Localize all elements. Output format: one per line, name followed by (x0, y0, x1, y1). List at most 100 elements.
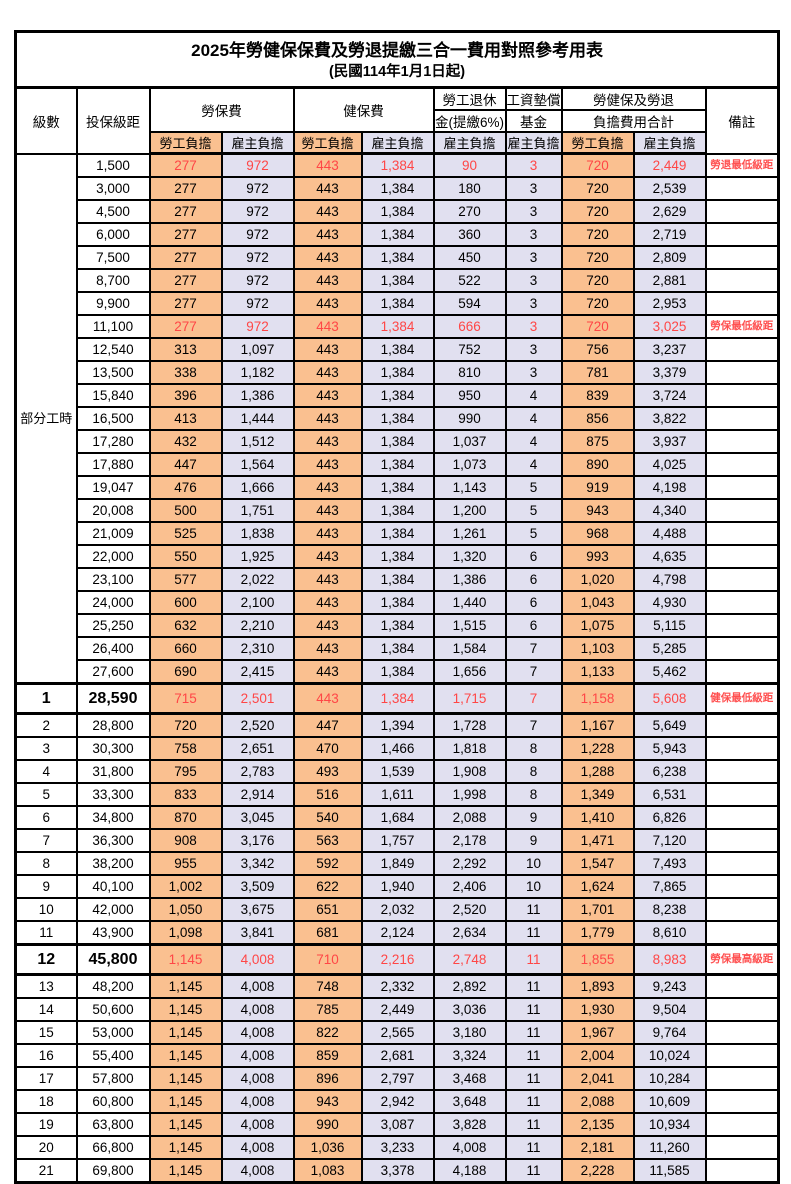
fee-cell: 11 (504, 1112, 563, 1137)
fee-cell: 550 (148, 544, 223, 569)
level-cell: 19 (14, 1112, 78, 1137)
fee-cell: 11 (504, 1135, 563, 1160)
remark-cell (704, 1066, 780, 1091)
fee-cell: 3,675 (220, 897, 295, 922)
fee-cell: 1,940 (360, 874, 435, 899)
fee-cell: 7 (504, 712, 563, 738)
fee-cell: 2,565 (360, 1020, 435, 1045)
fee-cell: 313 (148, 337, 223, 362)
fee-cell: 3,724 (632, 383, 707, 408)
remark-cell (704, 360, 780, 385)
remark-cell (704, 1089, 780, 1114)
fee-cell: 11 (504, 997, 563, 1022)
fee-cell: 10,609 (632, 1089, 707, 1114)
fee-cell: 443 (292, 429, 363, 454)
fee-cell: 443 (292, 291, 363, 316)
remark-cell (704, 245, 780, 270)
remark-cell (704, 712, 780, 738)
fee-cell: 972 (220, 291, 295, 316)
fee-cell: 5,608 (632, 682, 707, 715)
fee-cell: 870 (148, 805, 223, 830)
fee-cell: 3 (504, 268, 563, 293)
fee-cell: 1,384 (360, 360, 435, 385)
bracket-cell: 66,800 (75, 1135, 151, 1160)
bracket-cell: 20,008 (75, 498, 151, 523)
fee-cell: 972 (220, 222, 295, 247)
remark-cell (704, 475, 780, 500)
fee-cell: 3,237 (632, 337, 707, 362)
fee-cell: 443 (292, 498, 363, 523)
fee-cell: 3,379 (632, 360, 707, 385)
fee-cell: 1,384 (360, 199, 435, 224)
remark-cell (704, 851, 780, 876)
fee-cell: 2,228 (560, 1158, 635, 1184)
bracket-cell: 22,000 (75, 544, 151, 569)
fee-cell: 5,943 (632, 736, 707, 761)
fee-cell: 1,261 (432, 521, 507, 546)
fee-cell: 11 (504, 973, 563, 999)
fee-cell: 1,384 (360, 245, 435, 270)
subheader-pension-employer: 雇主負擔 (432, 131, 507, 155)
fee-cell: 443 (292, 521, 363, 546)
bracket-cell: 31,800 (75, 759, 151, 784)
fee-cell: 972 (220, 314, 295, 339)
bracket-cell: 34,800 (75, 805, 151, 830)
fee-cell: 720 (560, 314, 635, 339)
fee-cell: 752 (432, 337, 507, 362)
fee-cell: 7 (504, 659, 563, 685)
fee-cell: 270 (432, 199, 507, 224)
fee-cell: 1,288 (560, 759, 635, 784)
fee-cell: 1,611 (360, 782, 435, 807)
remark-cell (704, 199, 780, 224)
fee-cell: 443 (292, 245, 363, 270)
remark-cell (704, 1020, 780, 1045)
level-cell: 18 (14, 1089, 78, 1114)
remark-cell (704, 782, 780, 807)
fee-cell: 3,828 (432, 1112, 507, 1137)
bracket-cell: 13,500 (75, 360, 151, 385)
fee-cell: 277 (148, 152, 223, 178)
fee-cell: 1,444 (220, 406, 295, 431)
fee-cell: 1,145 (148, 1043, 223, 1068)
fee-cell: 6 (504, 590, 563, 615)
fee-cell: 1,925 (220, 544, 295, 569)
fee-cell: 1,384 (360, 636, 435, 661)
fee-cell: 592 (292, 851, 363, 876)
bracket-cell: 11,100 (75, 314, 151, 339)
fee-cell: 748 (292, 973, 363, 999)
fee-cell: 577 (148, 567, 223, 592)
table-title-block: 2025年勞健保保費及勞退提繳三合一費用對照參考用表 (民國114年1月1日起) (14, 30, 780, 89)
fee-cell: 972 (220, 245, 295, 270)
fee-cell: 476 (148, 475, 223, 500)
fee-cell: 2,942 (360, 1089, 435, 1114)
fee-cell: 2,748 (432, 943, 507, 976)
fee-cell: 1,384 (360, 314, 435, 339)
bracket-cell: 50,600 (75, 997, 151, 1022)
fee-cell: 1,098 (148, 920, 223, 946)
fee-cell: 1,855 (560, 943, 635, 976)
fee-cell: 11 (504, 1020, 563, 1045)
table-body: 部分工時 1,500 277 972 443 1,384 90 3 720 2,449 勞退最低級距… (14, 152, 780, 1184)
fee-cell: 1,384 (360, 521, 435, 546)
fee-cell: 180 (432, 176, 507, 201)
level-group-cell: 部分工時 (14, 152, 78, 685)
level-cell: 20 (14, 1135, 78, 1160)
fee-cell: 651 (292, 897, 363, 922)
fee-cell: 443 (292, 314, 363, 339)
fee-cell: 3,045 (220, 805, 295, 830)
fee-cell: 3,087 (360, 1112, 435, 1137)
fee-cell: 470 (292, 736, 363, 761)
fee-cell: 1,200 (432, 498, 507, 523)
fee-cell: 1,145 (148, 973, 223, 999)
remark-cell (704, 544, 780, 569)
fee-cell: 3,342 (220, 851, 295, 876)
col-header-pension-line1: 勞工退休 (432, 86, 507, 111)
fee-cell: 3,378 (360, 1158, 435, 1184)
fee-cell: 594 (432, 291, 507, 316)
fee-cell: 1,384 (360, 475, 435, 500)
bracket-cell: 4,500 (75, 199, 151, 224)
fee-cell: 4,488 (632, 521, 707, 546)
page: { "title": "2025年勞健保保費及勞退提繳三合一費用對照參考用表",… (14, 30, 781, 1184)
bracket-cell: 69,800 (75, 1158, 151, 1184)
fee-cell: 4 (504, 429, 563, 454)
